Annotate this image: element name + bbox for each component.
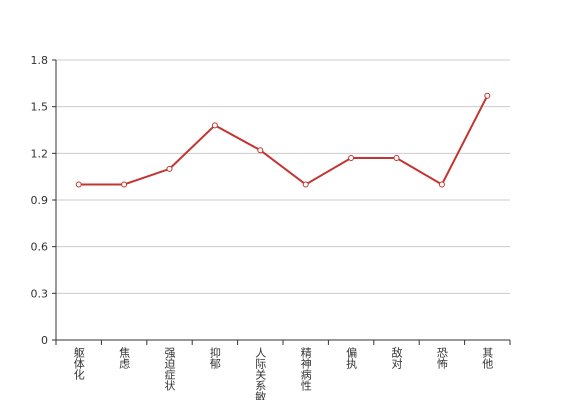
x-tick-label: 敌对 [390,346,403,369]
y-tick-label: 1.2 [31,147,49,160]
point [348,155,355,161]
point [166,165,173,172]
point [257,147,264,154]
point [121,181,128,188]
y-tick-label: 1.8 [31,54,49,67]
y-tick-label: 0 [41,334,48,347]
y-tick-label: 0.9 [31,194,49,207]
x-tick-label: 抑郁 [208,346,221,369]
point [302,181,309,188]
x-tick-label: 偏执 [345,346,358,370]
y-tick-label: 1.5 [31,101,49,114]
y-tick-label: 0.3 [31,287,49,300]
x-tick-label: 人际关系敏感 [254,347,267,400]
point [438,181,445,188]
x-tick-label: 焦虑 [118,347,131,369]
x-tick-label: 其他 [481,347,494,369]
x-tick-label: 恐怖 [435,347,448,369]
point [484,92,491,99]
x-tick-label: 躯体化 [72,347,85,381]
y-tick-label: 0.6 [31,241,49,254]
x-tick-label: 精神病性 [299,347,312,392]
x-tick-label: 强迫症状 [163,347,176,391]
point [75,181,82,188]
point [393,155,400,161]
point [211,122,218,129]
line [78,95,489,186]
